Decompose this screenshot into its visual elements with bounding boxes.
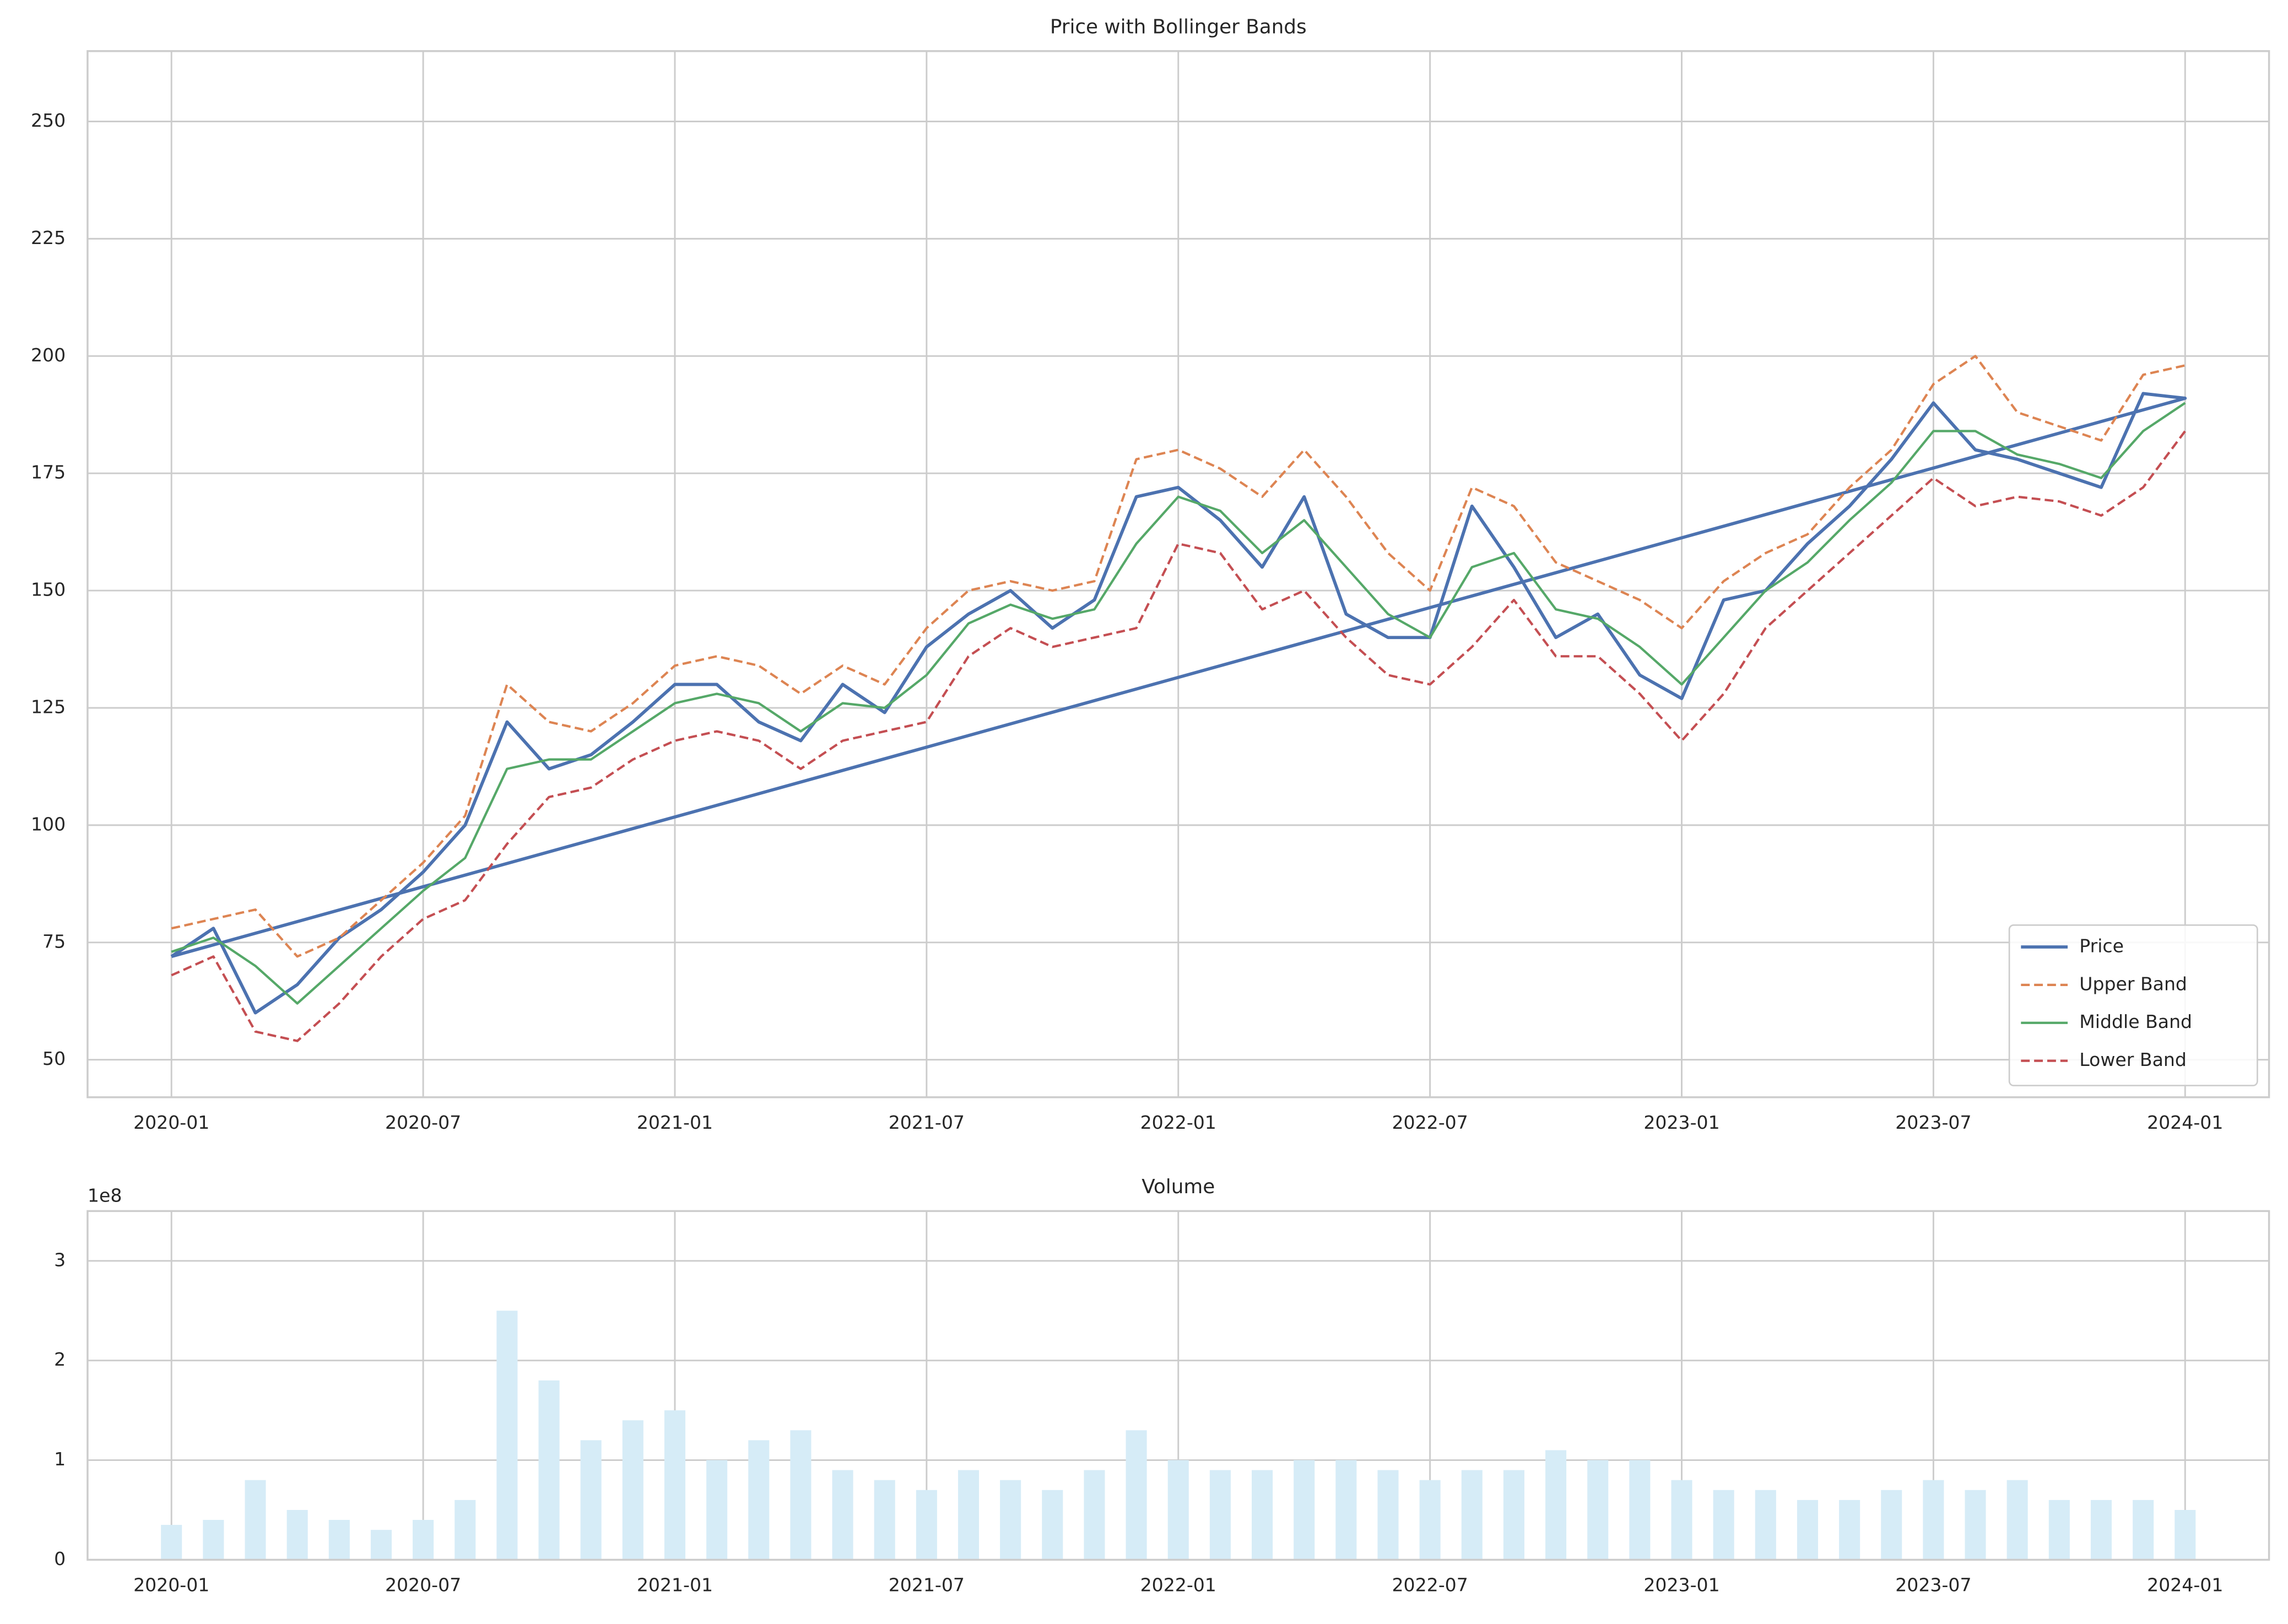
x-tick-label: 2020-01 [133,1112,209,1133]
bar [496,1311,518,1560]
x-tick-label: 2020-07 [385,1112,461,1133]
bar [1755,1490,1776,1560]
x-tick-label: 2023-01 [1643,1112,1719,1133]
bar [790,1430,812,1560]
legend-label: Upper Band [2079,973,2187,994]
x-tick-label: 2022-01 [1140,1574,1216,1596]
x-tick-label: 2021-07 [889,1112,965,1133]
legend-box [2008,924,2258,1086]
bar [538,1380,560,1560]
bar [1839,1500,1860,1560]
x-tick-label: 2022-07 [1392,1112,1468,1133]
y-tick-label: 2 [54,1349,66,1370]
bar [1335,1460,1357,1560]
bar [664,1410,686,1560]
bar [874,1480,895,1560]
bar [1419,1480,1441,1560]
bar [2175,1509,2196,1560]
bar [2006,1480,2028,1560]
bar [370,1530,392,1560]
bar [1377,1470,1399,1560]
plot-frame [86,1210,2270,1561]
x-tick-label: 2022-01 [1140,1112,1216,1133]
bar [1881,1490,1902,1560]
x-tick-label: 2021-01 [637,1112,713,1133]
series-line [171,430,2186,1042]
bar [1084,1470,1105,1560]
bar [328,1520,350,1560]
x-tick-label: 2021-01 [637,1574,713,1596]
bar [245,1480,266,1560]
series-line [171,355,2186,958]
bar [2048,1500,2070,1560]
x-tick-label: 2023-01 [1643,1574,1719,1596]
bar [413,1520,434,1560]
x-tick-label: 2022-07 [1392,1574,1468,1596]
legend-label: Lower Band [2079,1049,2187,1070]
x-tick-label: 2020-07 [385,1574,461,1596]
x-tick-label: 2024-01 [2147,1574,2223,1596]
bar [455,1500,476,1560]
y-tick-label: 0 [54,1548,66,1569]
bar [832,1470,853,1560]
y-tick-label: 50 [42,1048,66,1069]
x-tick-label: 2020-01 [133,1574,209,1596]
y-tick-label: 200 [31,344,66,366]
bar [1797,1500,1818,1560]
x-tick-label: 2024-01 [2147,1112,2223,1133]
bar [1671,1480,1692,1560]
y-tick-label: 1 [54,1448,66,1470]
y-tick-label: 125 [31,696,66,717]
bar [1713,1490,1734,1560]
x-tick-label: 2023-07 [1895,1574,1971,1596]
axis-offset-label: 1e8 [88,1184,122,1206]
bar [748,1440,770,1560]
bar [2090,1500,2112,1560]
bar [1587,1460,1609,1560]
series-line [171,402,2186,1005]
y-tick-label: 3 [54,1249,66,1270]
bar [1042,1490,1063,1560]
y-tick-label: 225 [31,227,66,248]
y-tick-label: 100 [31,813,66,835]
bar [1126,1430,1147,1560]
bar [1000,1480,1021,1560]
bar [1294,1460,1315,1560]
y-tick-label: 175 [31,462,66,483]
bar [1209,1470,1231,1560]
x-tick-label: 2021-07 [889,1574,965,1596]
bar [1167,1460,1189,1560]
bar [706,1460,728,1560]
bar [1965,1490,1986,1560]
bar [286,1509,308,1560]
y-tick-label: 75 [42,930,66,952]
chart-title: Price with Bollinger Bands [1050,15,1307,38]
legend-label: Middle Band [2079,1011,2192,1032]
bar [622,1420,643,1560]
y-tick-label: 250 [31,110,66,131]
legend-label: Price [2079,935,2124,956]
chart-title: Volume [1142,1176,1215,1198]
bar [958,1470,980,1560]
bar [1251,1470,1273,1560]
bar [580,1440,602,1560]
y-tick-label: 150 [31,579,66,600]
plot-frame [86,50,2270,1098]
bar [1461,1470,1483,1560]
bar [2133,1500,2154,1560]
bar [1545,1450,1567,1560]
bar [916,1490,937,1560]
bar [1923,1480,1944,1560]
bar [1629,1460,1651,1560]
bar [1503,1470,1524,1560]
bar [203,1520,224,1560]
x-tick-label: 2023-07 [1895,1112,1971,1133]
bar [161,1525,182,1560]
